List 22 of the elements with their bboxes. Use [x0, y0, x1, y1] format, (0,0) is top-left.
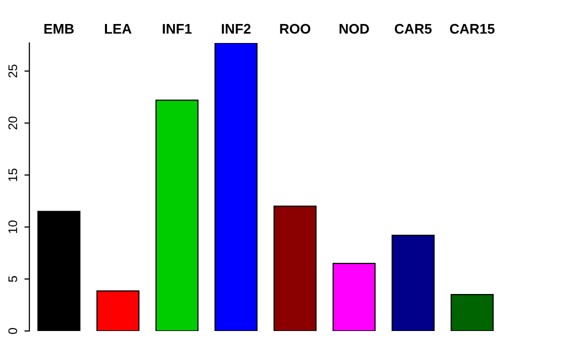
- bar: [450, 294, 494, 331]
- bar: [155, 100, 198, 331]
- x-tick-label: INF2: [222, 24, 251, 34]
- bar: [96, 290, 140, 331]
- x-tick-label: CAR15: [450, 24, 495, 34]
- bar: [392, 234, 435, 331]
- x-tick-label: CAR5: [394, 24, 432, 34]
- bar: [37, 210, 80, 331]
- x-tick-label: ROO: [280, 24, 310, 34]
- x-tick-label: INF1: [162, 24, 192, 34]
- y-tick-label: 5: [8, 276, 18, 282]
- bar: [214, 42, 258, 331]
- x-tick-label: LEA: [104, 24, 132, 34]
- x-tick-label: EMB: [44, 24, 74, 34]
- bar: [274, 206, 317, 331]
- y-tick-label: 20: [8, 116, 18, 130]
- y-tick-label: 15: [8, 168, 18, 182]
- y-tick-label: 10: [8, 220, 18, 234]
- y-tick-label: 0: [8, 328, 18, 334]
- x-tick-label: NOD: [340, 24, 369, 34]
- bar: [332, 262, 376, 331]
- y-tick-label: 25: [8, 64, 18, 78]
